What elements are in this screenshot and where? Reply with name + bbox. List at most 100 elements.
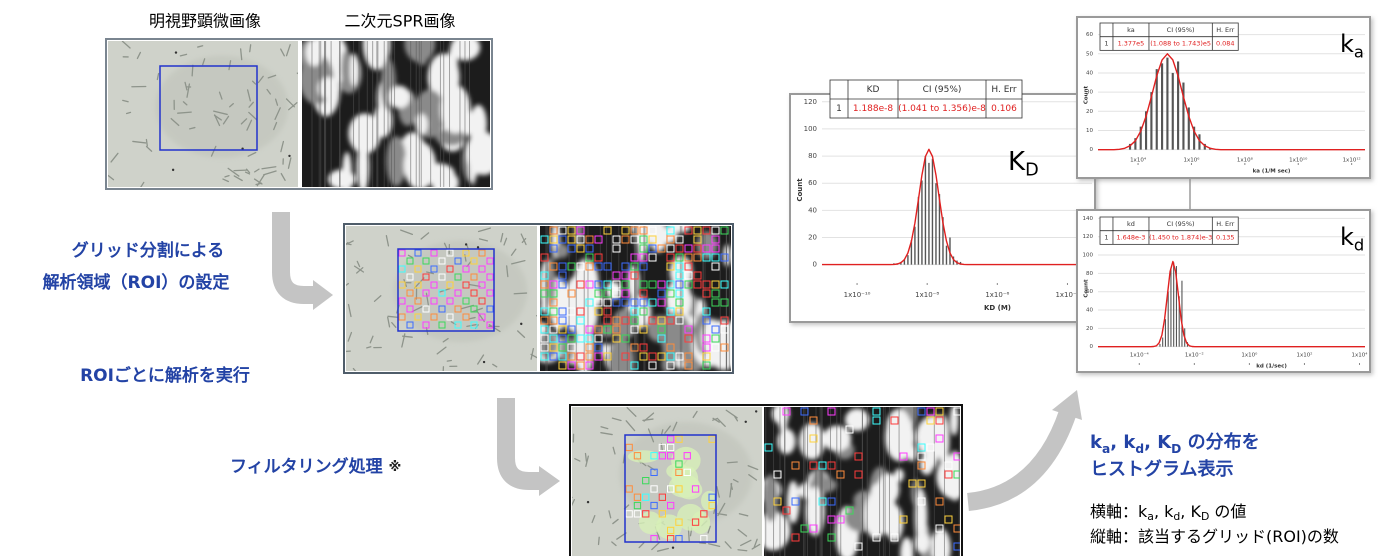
- text-part: k: [1340, 223, 1354, 251]
- histogram-bar: [1165, 319, 1166, 346]
- debris: [175, 51, 177, 53]
- spr-image: [298, 18, 501, 195]
- spr-blob: [404, 142, 436, 190]
- micrograph: [108, 41, 307, 191]
- y-tick-label: 20: [1086, 109, 1093, 115]
- text-part: , K: [1144, 432, 1172, 453]
- text-part: の値: [1209, 502, 1246, 521]
- table-cell: 0.106: [991, 104, 1017, 114]
- step-text: ROIごとに解析を実行: [80, 365, 250, 386]
- step-text: グリッド分割による: [72, 240, 225, 261]
- subscript: D: [1025, 160, 1039, 180]
- arrow: [968, 412, 1068, 502]
- x-tick-label: 1x10¹²: [1343, 157, 1361, 164]
- cell: [727, 462, 737, 463]
- histogram-bar: [932, 159, 933, 265]
- subscript: d: [1354, 235, 1364, 254]
- arrow: [281, 212, 314, 295]
- table-cell: 1.188e-8: [853, 104, 894, 114]
- table-header: H. Err: [1216, 26, 1234, 34]
- x-tick-label: 1x10⁶: [1183, 157, 1200, 164]
- spr-image: [754, 391, 972, 556]
- debris: [587, 501, 589, 503]
- x-tick-label: 1x10⁰: [1241, 352, 1258, 359]
- y-tick-label: 100: [804, 125, 817, 133]
- y-tick-label: 0: [1090, 344, 1094, 350]
- table-header: H. Err: [991, 85, 1017, 95]
- table-header: KD: [867, 85, 880, 95]
- x-axis-title: KD (M): [984, 304, 1011, 312]
- table-cell: 0.135: [1216, 234, 1235, 242]
- debris: [755, 410, 757, 412]
- debris: [672, 547, 674, 549]
- x-axis-title: kd (1/sec): [1256, 364, 1287, 370]
- y-tick-label: 0: [813, 261, 817, 269]
- text-part: の分布を: [1181, 431, 1259, 453]
- text-part: , k: [1110, 432, 1136, 453]
- debris: [465, 243, 467, 245]
- rich-text: ヒストグラム表示: [1090, 458, 1233, 480]
- image-label: 明視野顕微画像: [149, 12, 261, 31]
- cell: [514, 293, 526, 294]
- spr-blob: [470, 105, 487, 143]
- histogram-bar: [935, 183, 936, 264]
- spr-blob: [386, 136, 406, 186]
- text-part: k: [1340, 30, 1354, 58]
- subscript: a: [1147, 510, 1154, 523]
- histogram-bar: [1172, 73, 1174, 150]
- spr-blob: [350, 54, 359, 87]
- spr-blob: [845, 409, 869, 431]
- spr-blob: [920, 455, 934, 475]
- y-tick-label: 40: [1086, 308, 1093, 314]
- cell: [599, 537, 600, 544]
- panel-frame: [790, 94, 1095, 322]
- debris: [477, 246, 479, 248]
- arrow-head: [539, 466, 560, 496]
- spr-blob: [914, 489, 927, 544]
- table-header: CI (95%): [1167, 220, 1195, 228]
- y-tick-label: 10: [1086, 128, 1093, 134]
- table-header: ka: [1127, 26, 1135, 34]
- micrograph-shade: [156, 56, 289, 158]
- x-tick-label: 1x10⁻⁸: [915, 291, 939, 299]
- footnote-mark: ※: [389, 460, 402, 475]
- table-cell: 1: [836, 104, 842, 114]
- debris: [483, 361, 485, 363]
- text-part: , k: [1154, 502, 1174, 521]
- y-tick-label: 80: [808, 152, 817, 160]
- table-cell: 1: [1104, 40, 1108, 48]
- y-tick-label: 60: [1086, 32, 1093, 38]
- histogram-bar: [946, 246, 947, 265]
- step-text: フィルタリング処理 ※: [230, 456, 401, 477]
- y-tick-label: 80: [1086, 271, 1093, 277]
- histogram-bar: [1181, 281, 1182, 347]
- x-tick-label: 1x10²: [1296, 352, 1312, 359]
- arrow: [506, 398, 540, 481]
- spr-blob: [723, 245, 731, 266]
- x-tick-label: 1x10⁻⁶: [985, 291, 1009, 299]
- image-label: 二次元SPR画像: [345, 12, 456, 31]
- x-tick-label: 1x10⁴: [1130, 157, 1147, 164]
- subscript: a: [1354, 42, 1364, 61]
- y-axis-title: Count: [1084, 85, 1090, 104]
- y-tick-label: 40: [808, 206, 817, 214]
- cell: [146, 140, 147, 146]
- y-tick-label: 0: [1090, 147, 1094, 153]
- step-text-part: フィルタリング処理: [230, 456, 383, 477]
- text-part: , K: [1180, 502, 1201, 521]
- table-cell: 1.377e5: [1118, 40, 1145, 48]
- text-part: ヒストグラム表示: [1090, 458, 1233, 480]
- histogram-bar: [1168, 292, 1169, 347]
- histogram-panel: 01020304050601x10⁴1x10⁶1x10⁸1x10¹⁰1x10¹²…: [1077, 17, 1370, 178]
- histogram-bar: [1159, 344, 1160, 347]
- page: 明視野顕微画像 二次元SPR画像 グリッド分割による 解析領域（ROI）の設定 …: [0, 0, 1395, 556]
- y-tick-label: 120: [1083, 234, 1094, 240]
- rich-text: ka, kd, KD の分布を: [1090, 431, 1260, 455]
- cell: [447, 360, 451, 361]
- y-tick-label: 20: [1086, 326, 1093, 332]
- histogram-panel: 0204060801001201x10⁻¹⁰1x10⁻⁸1x10⁻⁶1x10⁻⁴…: [790, 80, 1095, 322]
- spr-blob: [772, 404, 790, 424]
- rich-text: 縦軸：該当するグリッド(ROI)の数: [1090, 527, 1339, 546]
- cell: [192, 65, 193, 76]
- text-part: 縦軸：該当するグリッド(ROI)の数: [1090, 527, 1339, 546]
